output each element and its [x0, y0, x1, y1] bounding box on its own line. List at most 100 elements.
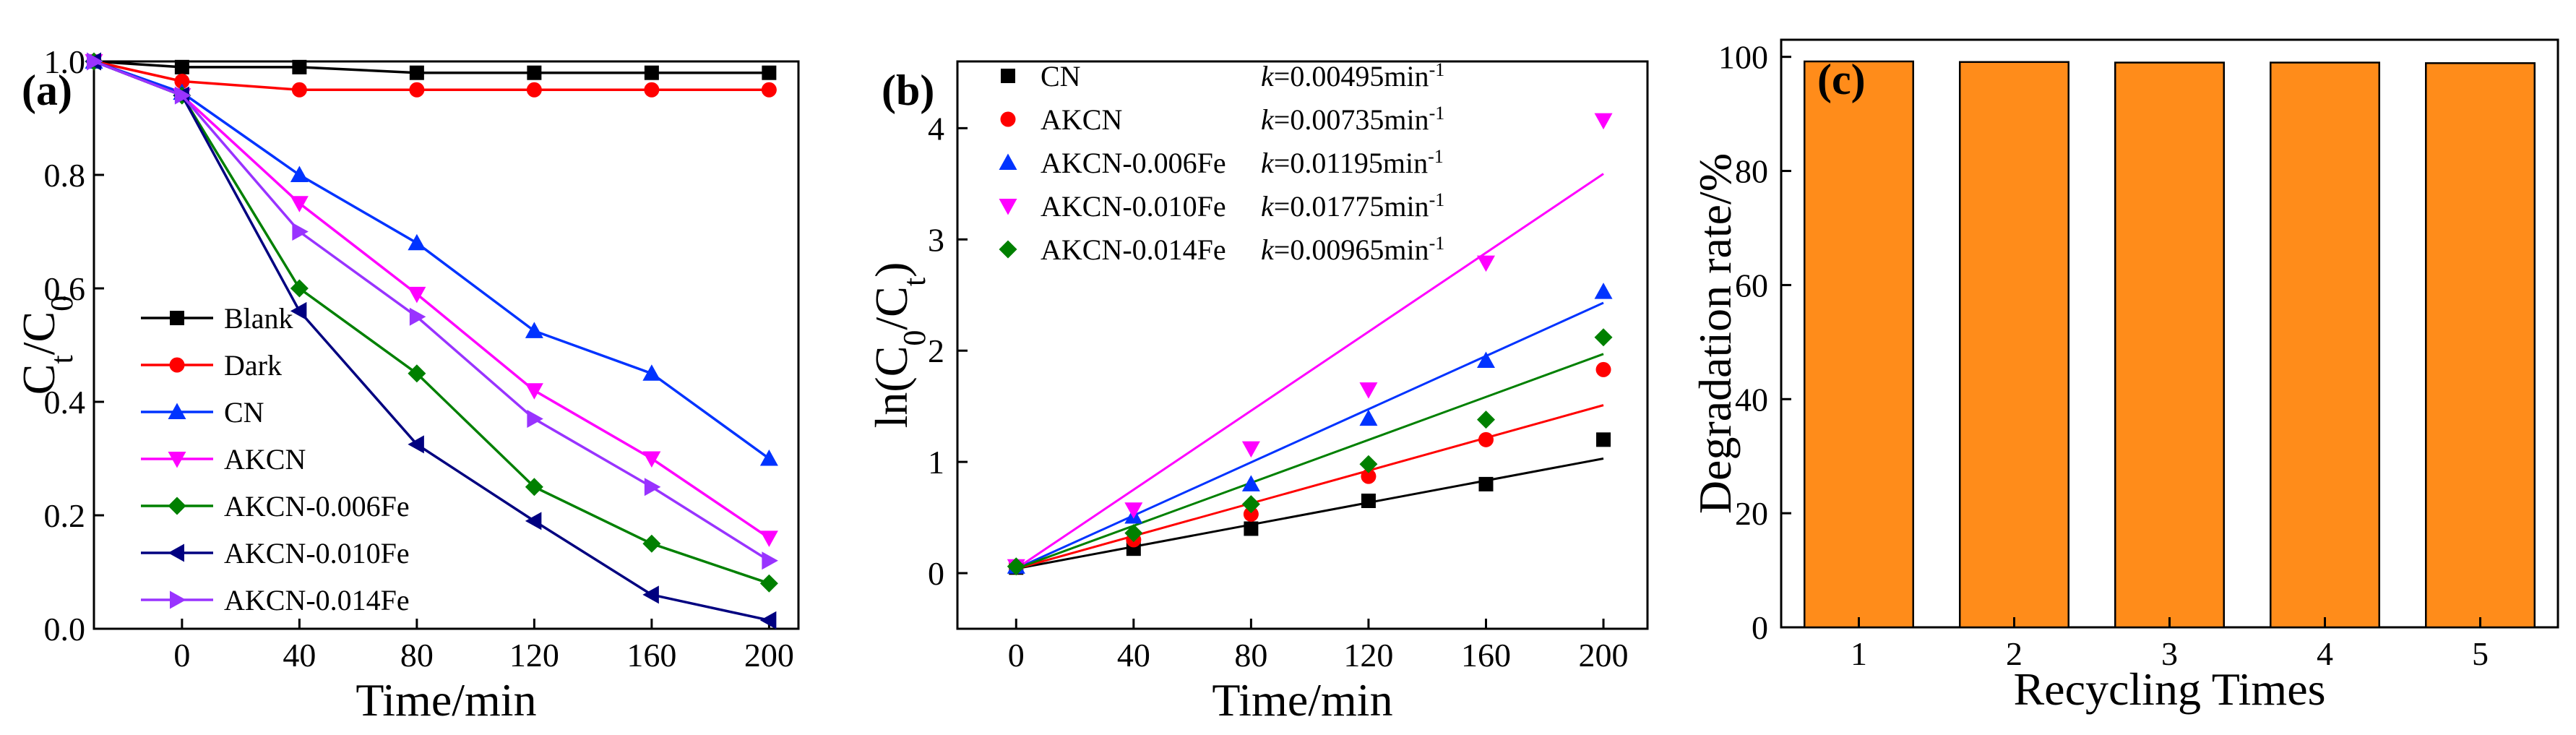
x-tick-label: 4 — [2317, 635, 2333, 672]
data-point — [1361, 493, 1376, 508]
legend: CN k=0.00495min-1 AKCN k=0.00735min-1 AKCN-0… — [999, 59, 1444, 267]
y-tick-label: 2 — [928, 332, 944, 369]
data-point — [1594, 113, 1613, 130]
y-tick-label: 60 — [1735, 267, 1768, 304]
data-point — [1241, 441, 1260, 458]
legend-label: AKCN — [224, 443, 306, 476]
data-point — [292, 59, 307, 74]
panel-a-axes-frame — [92, 60, 800, 630]
data-point — [290, 301, 307, 320]
legend-label: CN — [1041, 60, 1081, 93]
x-tick-label: 40 — [283, 637, 316, 674]
y-axis-title: ln(C0/Ct) — [866, 262, 932, 429]
data-point — [174, 59, 189, 74]
legend-label: AKCN-0.006Fe — [224, 490, 410, 523]
data-point — [290, 196, 309, 212]
legend-label: AKCN-0.010Fe — [224, 537, 410, 569]
y-tick-label: 0.4 — [44, 384, 86, 421]
bar-cycle-2 — [1959, 61, 2069, 629]
y-tick-label: 80 — [1735, 153, 1768, 190]
rate-constant-label: k=0.00965min-1 — [1261, 233, 1444, 267]
y-tick-label: 0 — [1752, 609, 1768, 646]
x-tick-label: 160 — [1461, 637, 1511, 674]
data-point — [642, 585, 659, 604]
series-line — [93, 60, 770, 562]
data-point — [759, 450, 778, 466]
data-point — [1124, 502, 1143, 519]
x-tick-label: 80 — [400, 637, 434, 674]
data-point — [409, 307, 426, 326]
y-tick-label: 1 — [928, 444, 944, 481]
legend-label: AKCN — [1041, 103, 1122, 136]
y-tick-label: 4 — [928, 110, 944, 147]
data-point — [642, 451, 661, 468]
legend-marker — [1000, 111, 1016, 127]
legend-label: AKCN-0.006Fe — [1041, 147, 1226, 179]
legend-marker — [168, 452, 186, 468]
data-point — [644, 65, 659, 80]
y-tick-label: 20 — [1735, 495, 1768, 532]
legend-label: AKCN-0.010Fe — [1041, 190, 1226, 223]
data-point — [1359, 455, 1378, 473]
data-point — [525, 322, 543, 338]
legend-marker — [168, 543, 184, 562]
rate-constant-label: k=0.01775min-1 — [1261, 189, 1444, 223]
fit-line-cn — [1016, 457, 1604, 570]
x-tick-label: 3 — [2161, 635, 2178, 672]
data-point — [291, 82, 307, 98]
y-tick-label: 0.8 — [44, 157, 86, 194]
data-point — [292, 223, 309, 241]
legend: Blank Dark CN AKCN AKCN-0.006Fe AKCN-0.010Fe A… — [141, 302, 410, 616]
data-point — [290, 166, 309, 182]
bar-cycle-3 — [2114, 61, 2225, 629]
x-tick-label: 160 — [626, 637, 676, 674]
legend-marker — [999, 199, 1017, 215]
legend-marker — [999, 240, 1017, 259]
bar-cycle-1 — [1804, 60, 1914, 629]
y-axis-title: Ct/C0 — [13, 296, 79, 395]
bar-cycle-4 — [2270, 61, 2380, 629]
series-line — [93, 60, 770, 622]
data-point — [761, 82, 777, 98]
legend-marker — [170, 590, 186, 609]
data-point — [1476, 255, 1495, 272]
legend-marker — [999, 153, 1017, 170]
data-point — [759, 611, 777, 629]
data-point — [174, 73, 190, 89]
data-point — [408, 435, 424, 454]
fit-line-akcn-0.014fe — [1015, 353, 1604, 570]
x-tick-label: 120 — [509, 637, 559, 674]
bar-cycle-5 — [2425, 62, 2536, 629]
series-akcn-0.014fe — [1007, 328, 1613, 576]
data-point — [1361, 468, 1377, 484]
data-point — [1244, 521, 1259, 536]
x-tick-label: 80 — [1234, 637, 1267, 674]
y-tick-label: 0 — [928, 555, 944, 592]
x-tick-label: 120 — [1343, 637, 1393, 674]
series-blank — [87, 54, 777, 80]
legend-label: Dark — [224, 349, 282, 382]
data-point — [1596, 432, 1611, 447]
data-point — [174, 86, 191, 105]
data-point — [409, 65, 424, 80]
rate-constant-label: k=0.01195min-1 — [1261, 146, 1444, 180]
data-point — [644, 478, 661, 497]
series-line — [93, 60, 770, 74]
data-point — [87, 52, 103, 71]
series-akcn-0.014fe — [87, 52, 778, 570]
x-tick-label: 200 — [1579, 637, 1629, 674]
data-point — [642, 364, 661, 381]
y-axis-title: Degradation rate/% — [1689, 153, 1741, 514]
x-axis-title: Time/min — [356, 674, 536, 726]
data-point — [1476, 411, 1495, 429]
data-point — [1359, 382, 1378, 399]
y-tick-label: 1.0 — [44, 43, 86, 80]
series-akcn-0.010fe — [85, 52, 777, 629]
legend-marker — [168, 403, 186, 419]
fit-line-akcn — [1015, 404, 1604, 570]
data-point — [525, 478, 543, 497]
panel-label: (a) — [22, 66, 72, 114]
data-point — [527, 410, 543, 429]
data-point — [762, 551, 778, 570]
